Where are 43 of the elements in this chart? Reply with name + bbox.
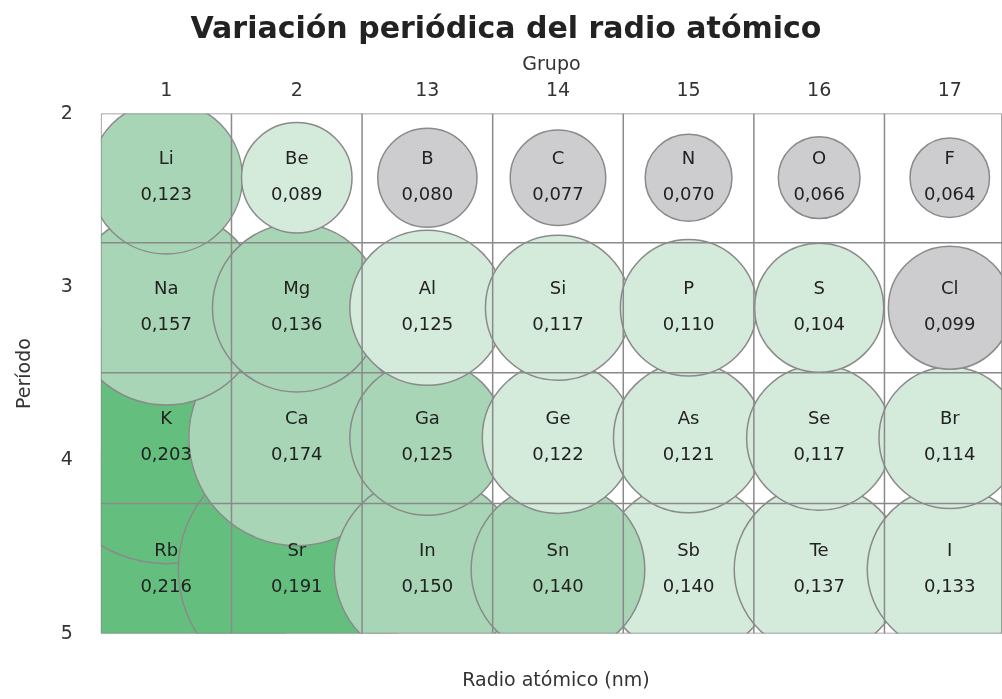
annotation: Te 0,137 <box>793 539 845 597</box>
annotation: Ge 0,122 <box>532 407 584 465</box>
annotation: Sb 0,140 <box>662 539 715 597</box>
annotation: Be 0,089 <box>271 147 323 205</box>
annotation: Ga 0,125 <box>401 407 454 465</box>
y-tick-label: 3 <box>60 273 73 296</box>
y-tick-label: 5 <box>60 620 73 643</box>
annotation: As 0,121 <box>662 407 715 465</box>
annotation: Cl 0,099 <box>924 277 976 335</box>
x-axis-title: Grupo <box>522 52 581 75</box>
annotation: In 0,150 <box>401 539 454 597</box>
annotation: C 0,077 <box>532 147 584 205</box>
annotation: Sn 0,140 <box>532 539 584 597</box>
y-tick-label: 2 <box>60 100 73 123</box>
annotation: Li 0,123 <box>140 147 192 205</box>
annotation: Mg 0,136 <box>271 277 323 335</box>
y-axis-title: Período <box>12 338 35 410</box>
annotation: B 0,080 <box>401 147 454 205</box>
annotation: F 0,064 <box>924 147 976 205</box>
x-tick-label: 16 <box>807 78 832 101</box>
x-tick-label: 17 <box>937 78 962 101</box>
annotation: O 0,066 <box>793 147 845 205</box>
chart-title: Variación periódica del radio atómico <box>190 9 822 45</box>
annotation: Na 0,157 <box>140 277 192 335</box>
x-tick-label: 1 <box>160 78 173 101</box>
x-tick-label: 13 <box>415 78 440 101</box>
annotation: Sr 0,191 <box>271 539 323 597</box>
annotation: K 0,203 <box>140 407 192 465</box>
annotation: S 0,104 <box>793 277 845 335</box>
annotation: N 0,070 <box>662 147 715 205</box>
annotation: Si 0,117 <box>532 277 584 335</box>
y-tick-label: 4 <box>60 447 73 470</box>
annotation: Rb 0,216 <box>140 539 192 597</box>
text: Radio atómico (nm) <box>461 668 651 690</box>
annotation: Ca 0,174 <box>271 407 323 465</box>
annotation: I 0,133 <box>924 539 976 597</box>
annotation: Br 0,114 <box>924 407 976 465</box>
x-tick-label: 14 <box>545 78 571 101</box>
x-tick-label: 2 <box>290 78 303 101</box>
annotation: Se 0,117 <box>793 407 845 465</box>
annotation: P 0,110 <box>662 277 715 335</box>
annotation: Al 0,125 <box>401 277 454 335</box>
x-tick-label: 15 <box>676 78 701 101</box>
